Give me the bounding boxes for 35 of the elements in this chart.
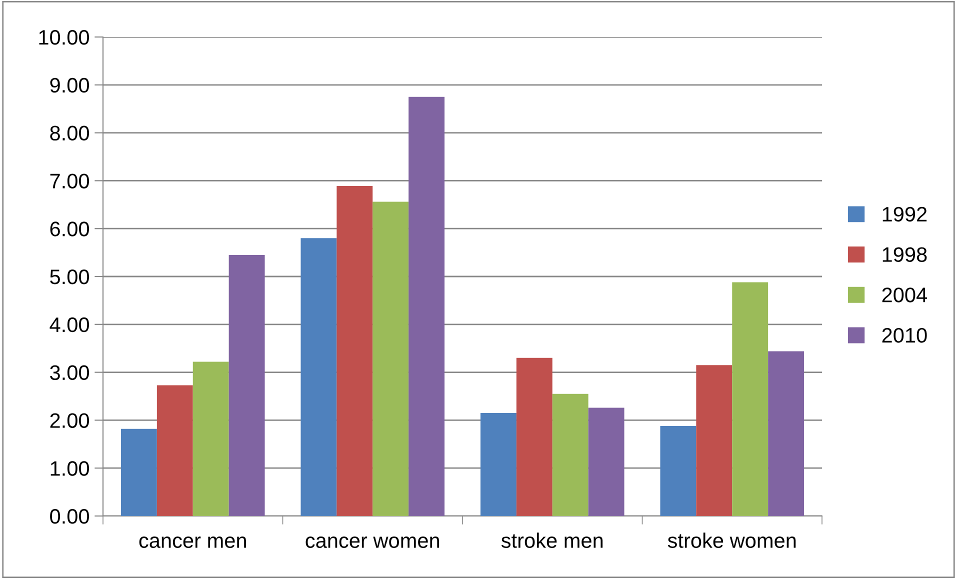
bar	[120, 428, 157, 516]
bar	[480, 413, 516, 516]
bar	[372, 202, 409, 516]
bar	[696, 365, 732, 516]
bar	[732, 282, 768, 516]
bar	[300, 238, 337, 516]
y-tick-label: 5.00	[50, 270, 89, 284]
legend-label: 2010	[882, 328, 927, 343]
bar	[192, 362, 229, 516]
bar	[516, 358, 552, 516]
y-tick-label: 6.00	[50, 222, 89, 236]
bar	[408, 96, 445, 516]
y-tick-label: 7.00	[50, 174, 89, 188]
bar	[660, 426, 696, 516]
y-tick-label: 2.00	[50, 413, 89, 428]
bar	[336, 186, 373, 516]
y-tick-label: 1.00	[50, 461, 89, 476]
y-tick-label: 8.00	[50, 126, 89, 141]
bar	[156, 385, 193, 516]
x-tick-label: stroke men	[501, 532, 603, 548]
y-tick-label: 4.00	[50, 317, 89, 332]
y-tick-label: 0.00	[50, 509, 89, 524]
legend-label: 1998	[882, 247, 927, 262]
y-tick-label: 9.00	[50, 78, 89, 93]
bar	[552, 394, 588, 516]
y-tick-label: 3.00	[50, 365, 89, 380]
y-tick-label: 10.00	[39, 30, 89, 45]
x-tick-label: stroke women	[668, 532, 796, 548]
x-tick-label: cancer men	[139, 536, 246, 548]
bar	[588, 408, 624, 516]
bar	[228, 254, 265, 516]
legend-label: 2004	[882, 288, 928, 302]
legend-label: 1992	[882, 206, 927, 222]
bar	[768, 351, 804, 516]
x-tick-label: cancer women	[306, 536, 440, 548]
